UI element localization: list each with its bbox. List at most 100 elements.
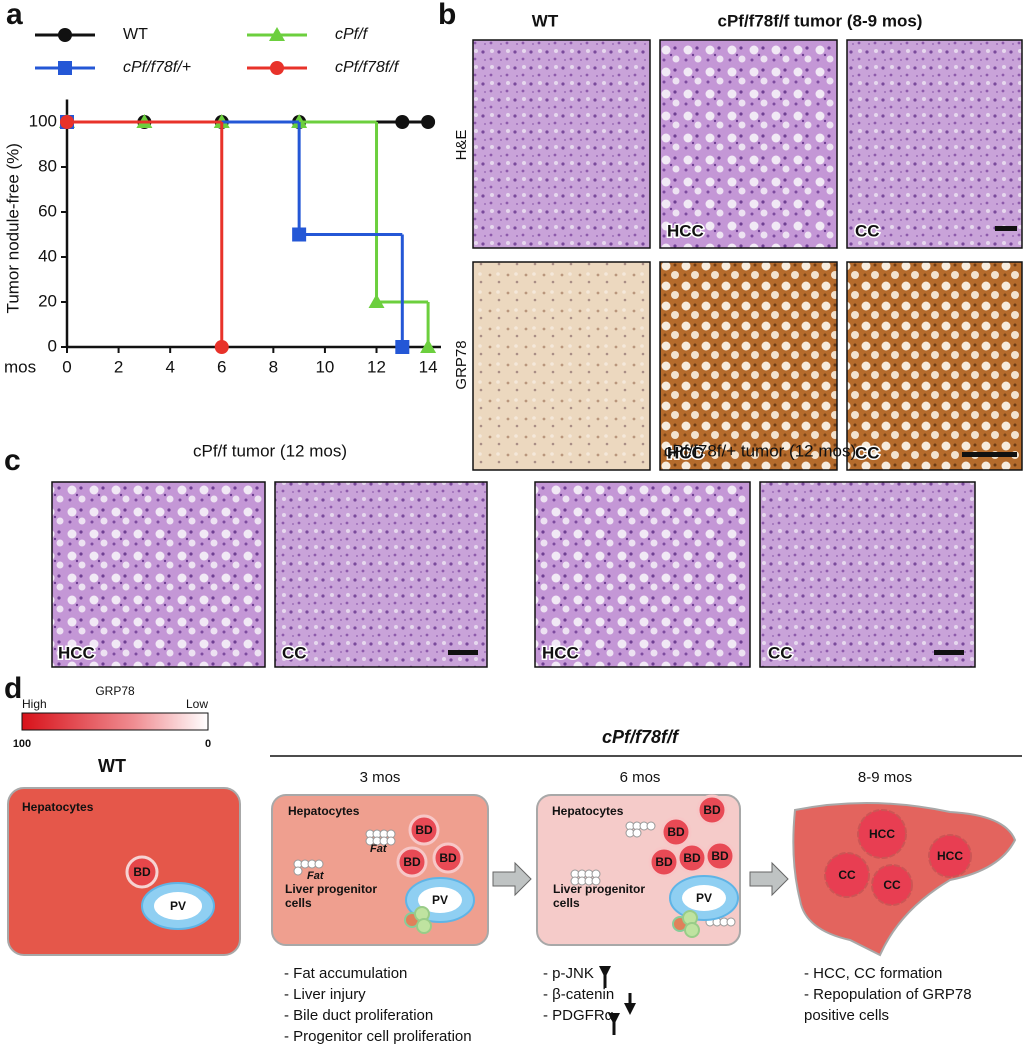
x-tick-label: 8 xyxy=(269,357,278,376)
micrograph xyxy=(274,481,488,668)
x-axis-label: mos xyxy=(4,357,36,376)
note-box: - Progenitor cell proliferation xyxy=(284,1028,472,1045)
bd-label: BD xyxy=(683,851,701,865)
nodule-label: HCC xyxy=(869,827,895,841)
micrograph xyxy=(659,39,838,249)
time-label: 8-9 mos xyxy=(858,769,912,786)
x-tick-label: 12 xyxy=(367,357,386,376)
box-label: Hepatocytes xyxy=(22,800,94,814)
pv-label: PV xyxy=(432,893,448,907)
x-tick-label: 2 xyxy=(114,357,123,376)
image-label: HCC xyxy=(58,643,95,662)
panel-label: c xyxy=(4,444,21,477)
micrograph xyxy=(846,261,1023,471)
progenitor-label: Liver progenitor cells xyxy=(285,882,378,910)
y-tick-label: 0 xyxy=(48,336,57,355)
marker xyxy=(395,340,410,354)
fat-droplet xyxy=(591,876,601,886)
y-tick-label: 80 xyxy=(38,156,57,175)
micrograph xyxy=(472,39,651,249)
note-box: - Fat accumulation xyxy=(284,965,408,982)
legend-marker xyxy=(269,27,285,41)
image-label: CC xyxy=(855,443,880,462)
bile-duct xyxy=(660,816,692,848)
scale-title: GRP78 xyxy=(95,684,135,698)
x-tick-label: 14 xyxy=(419,357,438,376)
y-tick-label: 100 xyxy=(29,111,57,130)
note-box: - Liver injury xyxy=(284,986,366,1003)
marker xyxy=(420,339,437,353)
tumor-nodule xyxy=(824,852,870,898)
genotype-title: cPf/f78f/f xyxy=(602,727,680,747)
x-tick-label: 0 xyxy=(62,357,71,376)
note: - p-JNK xyxy=(543,965,594,982)
scale-bar xyxy=(448,650,478,655)
legend-label: cPf/f78f/f xyxy=(335,59,400,76)
scale-high: High xyxy=(22,697,47,711)
note-box: - β-catenin xyxy=(543,986,615,1003)
micrograph xyxy=(51,481,266,668)
portal-vein-lumen xyxy=(154,892,202,920)
image-label: CC xyxy=(768,643,793,662)
bd-label: BD xyxy=(703,803,721,817)
scale-bar xyxy=(934,650,964,655)
note: - Progenitor cell proliferation xyxy=(284,1028,472,1045)
wt-title: WT xyxy=(98,756,126,776)
panel-title: cPf/f tumor (12 mos) xyxy=(193,441,347,460)
fat-droplet xyxy=(726,917,736,927)
scale-bar xyxy=(962,452,1017,457)
bd-label: BD xyxy=(439,851,457,865)
note: - HCC, CC formation xyxy=(804,965,943,982)
micrograph xyxy=(472,261,651,471)
y-axis-label: Tumor nodule-free (%) xyxy=(3,143,22,313)
bd-label: BD xyxy=(415,823,433,837)
micrograph xyxy=(846,39,1023,249)
note: - Repopulation of GRP78 positive cells xyxy=(804,986,972,1024)
survival-chart: 0 20 40 60 80 100 0 2 4 6 8 10 12 14 mos Tumor nodule-f… xyxy=(3,26,441,376)
fat-droplet xyxy=(632,828,642,838)
note: - Fat accumulation xyxy=(284,965,408,982)
row-label: GRP78 xyxy=(453,340,470,389)
bile-duct xyxy=(696,794,728,826)
marker xyxy=(214,340,229,354)
note: - β-catenin xyxy=(543,986,615,1003)
scale-bar xyxy=(995,226,1017,231)
fat-droplet xyxy=(314,859,324,869)
scale-max: 100 xyxy=(13,738,31,750)
image-label: CC xyxy=(855,221,880,240)
legend-label: cPf/f78f/+ xyxy=(123,59,191,76)
bile-duct xyxy=(125,855,159,889)
arrow xyxy=(749,861,789,897)
nodule-label: HCC xyxy=(937,849,963,863)
panel-label: b xyxy=(438,0,456,31)
nodule-label: CC xyxy=(883,878,901,892)
image-label: HCC xyxy=(667,443,704,462)
box-label: Hepatocytes xyxy=(288,804,360,818)
diagram-cells: Fat Fat BD BD BD PV Liver progenitor cells BD BD… xyxy=(284,794,972,1045)
fat-label: Fat xyxy=(370,843,388,855)
bile-duct xyxy=(704,840,736,872)
panel-label: a xyxy=(6,0,23,31)
legend-label: cPf/f xyxy=(335,26,369,43)
progenitor-cell xyxy=(684,922,700,938)
marker xyxy=(292,227,307,242)
y-tick-label: 20 xyxy=(38,291,57,310)
marker xyxy=(60,115,74,129)
bd-label: BD xyxy=(655,855,673,869)
pv-label: PV xyxy=(170,899,186,913)
x-tick-label: 4 xyxy=(165,357,174,376)
bile-duct xyxy=(408,814,440,846)
bd-label: BD xyxy=(403,855,421,869)
micrograph xyxy=(759,481,976,668)
progenitor-cell xyxy=(416,918,432,934)
panel-label: d xyxy=(4,672,22,705)
progenitor-label-box: Liver progenitor cells xyxy=(553,882,645,910)
bile-duct xyxy=(432,842,464,874)
note: - Bile duct proliferation xyxy=(284,1007,434,1024)
panel-title: cPf/f78f/+ tumor (12 mos) xyxy=(664,441,856,460)
color-scale xyxy=(21,712,209,731)
pv-label: PV xyxy=(696,891,712,905)
scale-min: 0 xyxy=(205,738,211,750)
note-box: - PDGFRα xyxy=(543,1007,613,1024)
